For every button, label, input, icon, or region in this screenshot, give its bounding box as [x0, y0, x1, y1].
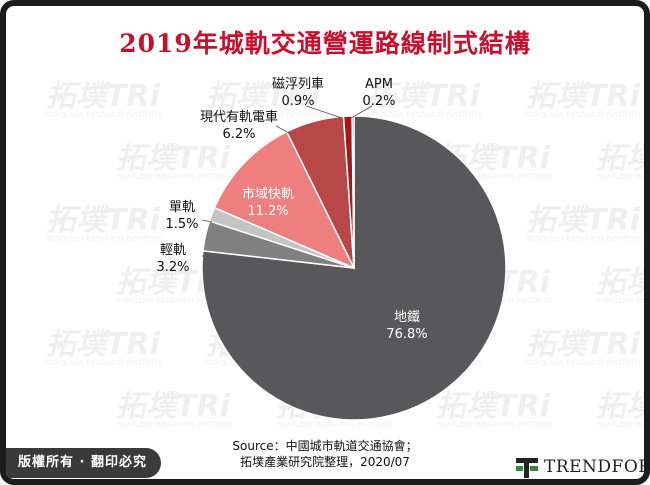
- trendforce-logo-icon: [516, 458, 538, 478]
- slice-label-3: 市域快軌 11.2%: [242, 186, 294, 219]
- slice-label-value-2: 1.5%: [165, 217, 198, 232]
- pie-slice-0: [201, 115, 507, 421]
- pie-chart: 地鐵 76.8% 輕軌 3.2% 單軌 1.5% 市域快軌 11.2% 現代有軌電車 6.2% 磁浮…: [156, 77, 507, 421]
- leader-line-4: [275, 125, 292, 135]
- slice-label-name-6: APM: [365, 77, 393, 92]
- slice-label-value-0: 76.8%: [386, 327, 427, 342]
- slice-label-name-5: 磁浮列車: [272, 77, 324, 92]
- slice-label-name-3: 市域快軌: [242, 186, 294, 202]
- leader-line-2: [201, 219, 213, 223]
- trendforce-logo-text: TRENDFORCE: [544, 457, 644, 477]
- slice-label-4: 現代有軌電車 6.2%: [200, 109, 278, 142]
- source-note: Source：中國城市軌道交通協會； 拓墣產業研究院整理，2020/07: [6, 438, 644, 470]
- source-line-1: Source：中國城市軌道交通協會；: [232, 439, 418, 453]
- copyright-bar: 版權所有 · 翻印必究: [6, 448, 161, 478]
- slice-label-value-6: 0.2%: [362, 94, 395, 109]
- slice-label-name-0: 地鐵: [394, 309, 420, 325]
- slice-label-value-5: 0.9%: [281, 94, 314, 109]
- slice-label-value-4: 6.2%: [222, 127, 255, 142]
- slice-label-0: 地鐵 76.8%: [386, 309, 427, 342]
- leader-line-5: [305, 105, 343, 119]
- slice-label-value-3: 11.2%: [247, 204, 288, 219]
- slice-label-name-2: 單軌: [169, 199, 195, 215]
- source-line-2: 拓墣產業研究院整理，2020/07: [240, 455, 410, 469]
- pie-slice-3: [213, 130, 356, 270]
- slice-label-name-4: 現代有軌電車: [200, 109, 278, 125]
- slice-label-2: 單軌 1.5%: [165, 199, 198, 232]
- slice-label-5: 磁浮列車 0.9%: [272, 77, 324, 109]
- slice-label-6: APM 0.2%: [362, 77, 395, 109]
- slice-label-value-1: 3.2%: [156, 260, 189, 275]
- slice-label-name-1: 輕軌: [160, 242, 186, 258]
- leader-line-6: [350, 105, 373, 119]
- slice-label-1: 輕軌 3.2%: [156, 242, 189, 275]
- chart-title: 2019年城軌交通營運路線制式結構: [119, 29, 531, 58]
- trendforce-logo: TRENDFORCE: [516, 454, 644, 479]
